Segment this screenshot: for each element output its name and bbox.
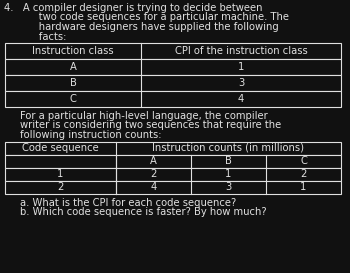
Text: 3: 3 xyxy=(225,182,232,192)
Text: following instruction counts:: following instruction counts: xyxy=(20,130,161,140)
Bar xyxy=(5,91,341,107)
Text: 4.   A compiler designer is trying to decide between: 4. A compiler designer is trying to deci… xyxy=(4,3,262,13)
Bar xyxy=(5,43,341,59)
Text: 1: 1 xyxy=(238,62,244,72)
Text: two code sequences for a particular machine. The: two code sequences for a particular mach… xyxy=(20,13,289,22)
Text: For a particular high-level language, the compiler: For a particular high-level language, th… xyxy=(20,111,268,121)
Text: Instruction class: Instruction class xyxy=(32,46,114,56)
Text: C: C xyxy=(300,156,307,166)
Text: B: B xyxy=(225,156,232,166)
Text: 4: 4 xyxy=(238,94,244,104)
Text: Code sequence: Code sequence xyxy=(22,143,99,153)
Bar xyxy=(5,59,341,75)
Text: 2: 2 xyxy=(150,169,156,179)
Text: 2: 2 xyxy=(300,169,307,179)
Text: a. What is the CPI for each code sequence?: a. What is the CPI for each code sequenc… xyxy=(20,197,236,207)
Text: hardware designers have supplied the following: hardware designers have supplied the fol… xyxy=(20,22,279,32)
Text: facts:: facts: xyxy=(20,31,66,41)
Bar xyxy=(5,141,341,155)
Text: Instruction counts (in millions): Instruction counts (in millions) xyxy=(153,143,304,153)
Text: 1: 1 xyxy=(300,182,307,192)
Bar xyxy=(5,180,341,194)
Bar xyxy=(5,155,341,168)
Text: CPI of the instruction class: CPI of the instruction class xyxy=(175,46,307,56)
Text: 3: 3 xyxy=(238,78,244,88)
Text: 4: 4 xyxy=(150,182,156,192)
Text: b. Which code sequence is faster? By how much?: b. Which code sequence is faster? By how… xyxy=(20,207,267,217)
Text: A: A xyxy=(150,156,157,166)
Text: B: B xyxy=(70,78,77,88)
Bar xyxy=(5,75,341,91)
Text: writer is considering two sequences that require the: writer is considering two sequences that… xyxy=(20,120,281,130)
Text: 1: 1 xyxy=(57,169,64,179)
Text: C: C xyxy=(70,94,77,104)
Text: A: A xyxy=(70,62,77,72)
Text: 2: 2 xyxy=(57,182,64,192)
Text: 1: 1 xyxy=(225,169,232,179)
Bar xyxy=(5,168,341,180)
